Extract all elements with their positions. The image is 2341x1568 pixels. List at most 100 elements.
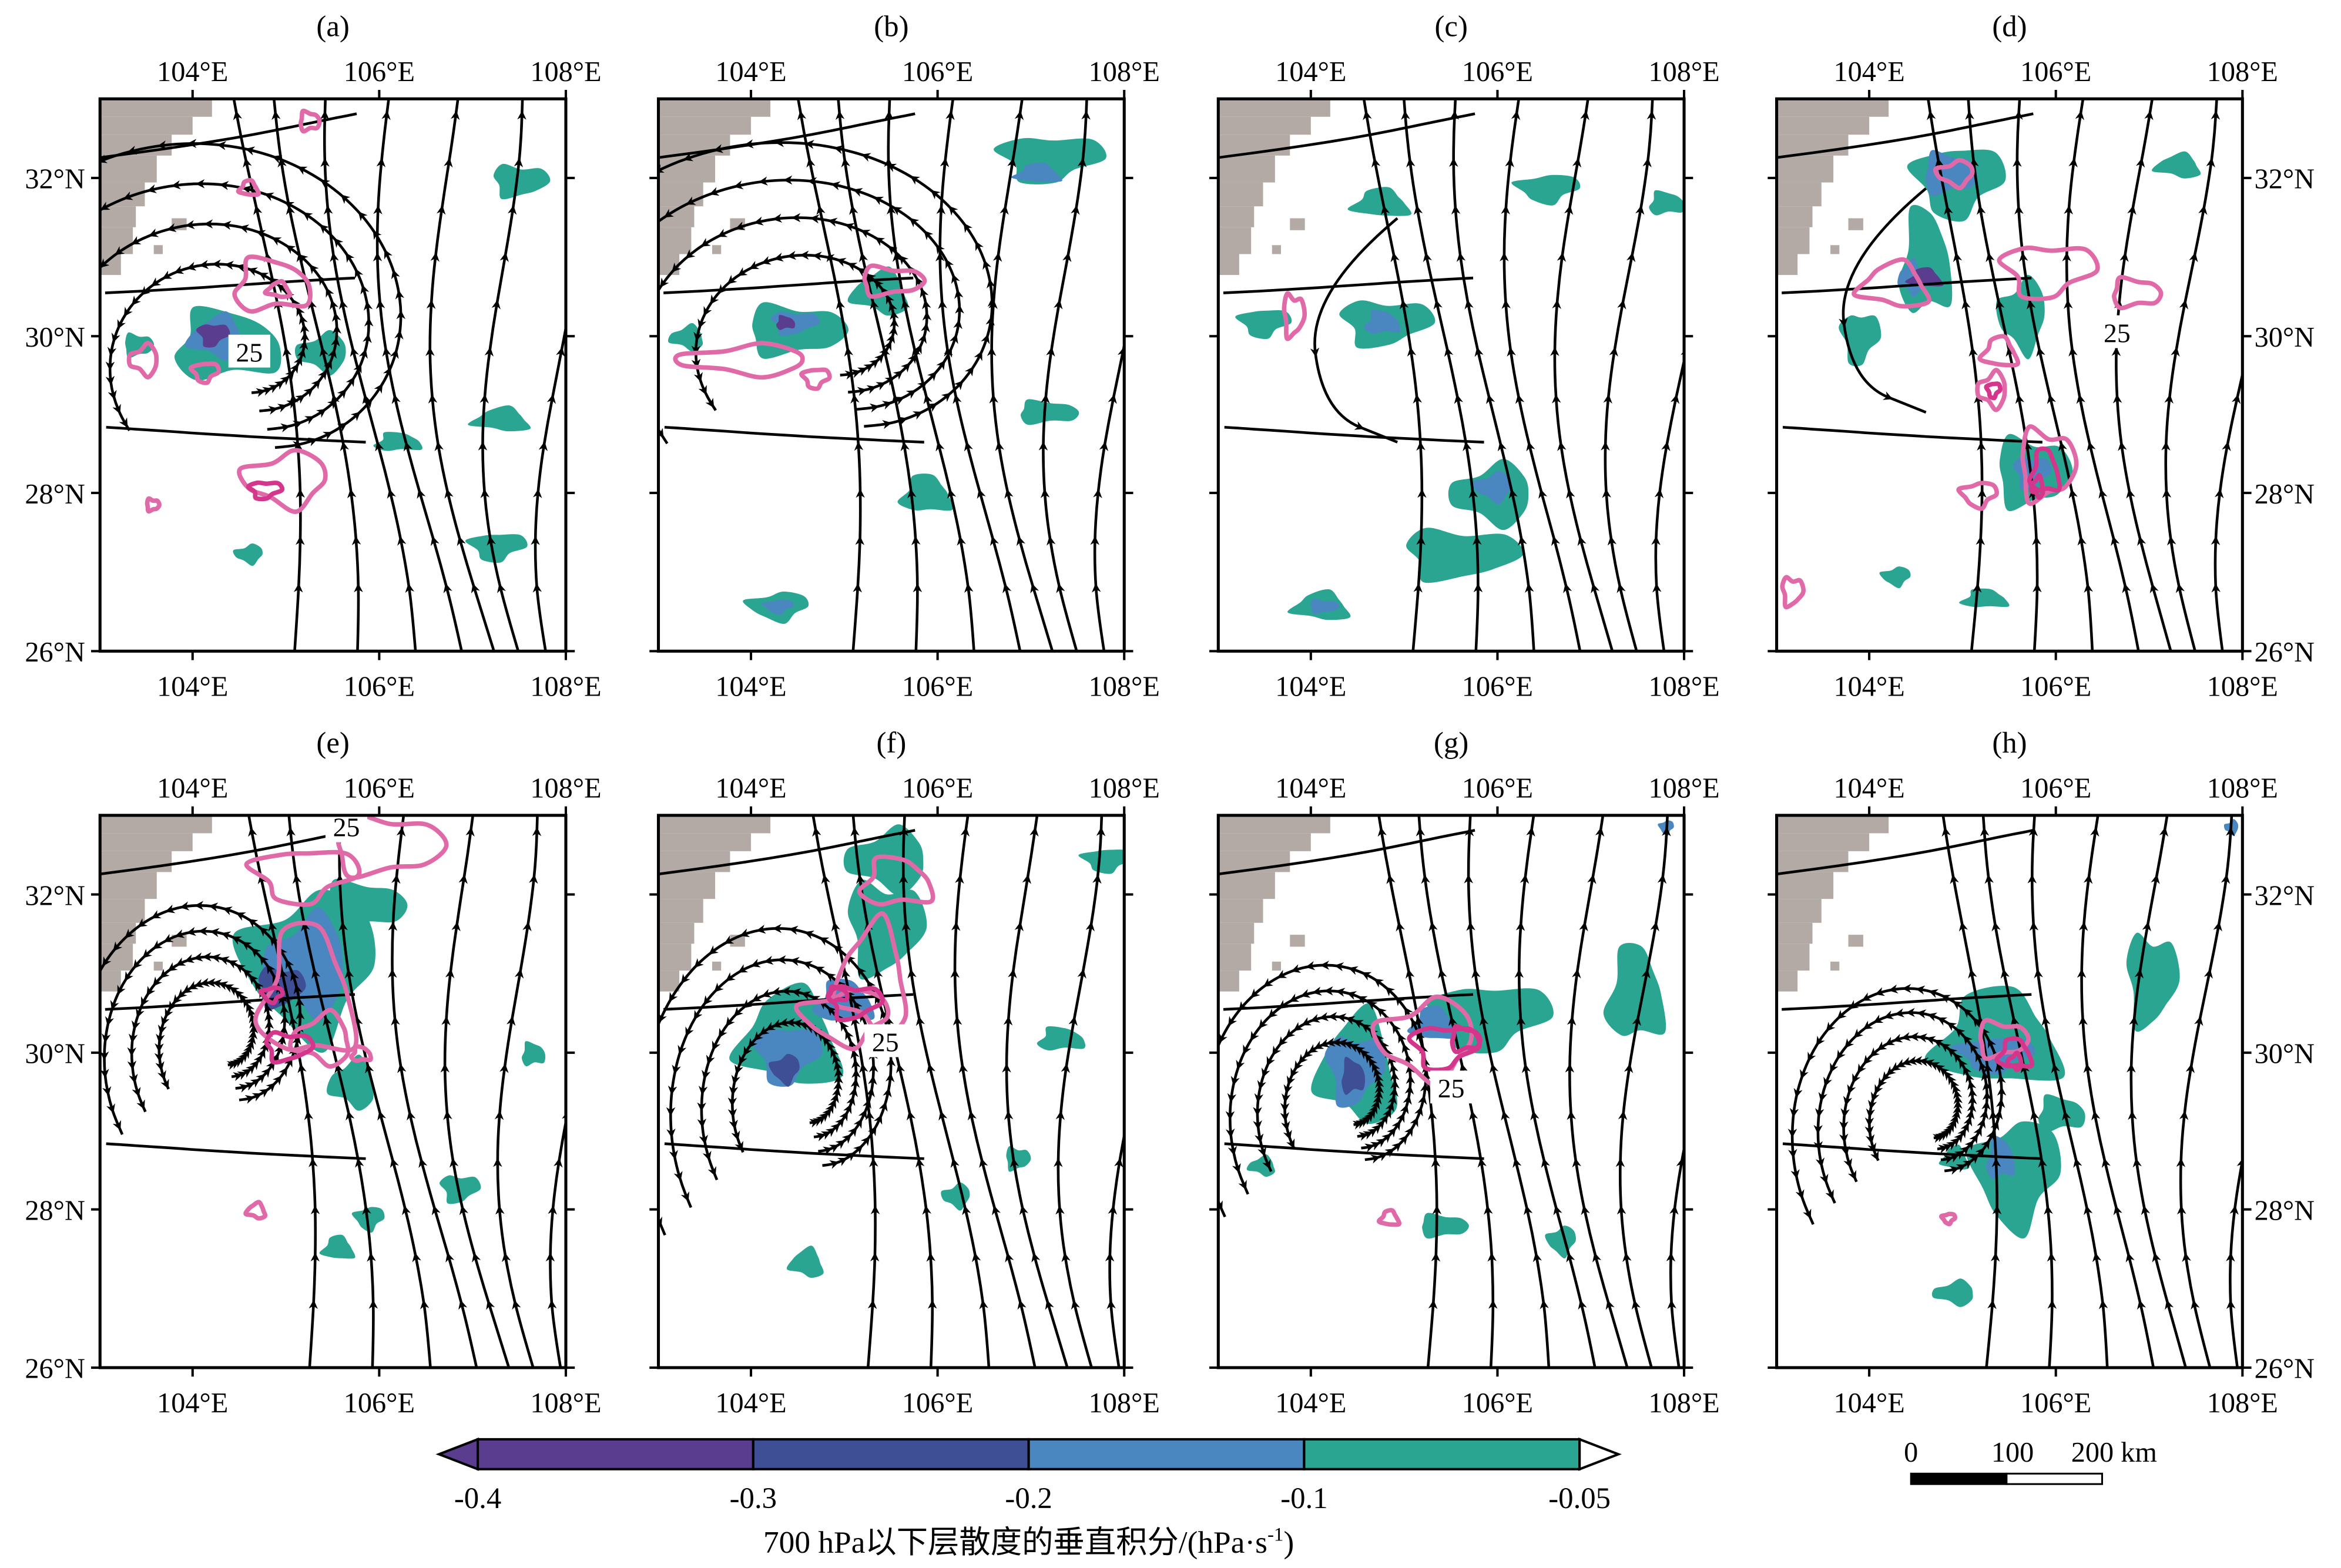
lon-tick-label-top: 106°E xyxy=(344,773,415,804)
terrain-area xyxy=(1776,815,1889,834)
map-content: 25 xyxy=(658,815,1125,1368)
streamline xyxy=(987,99,1054,652)
streamlines xyxy=(1776,815,2243,1368)
colorbar-title: 700 hPa以下层散度的垂直积分/(hPa·s-1) xyxy=(763,1525,1294,1560)
lat-tick-label-right: 28°N xyxy=(2255,479,2315,510)
precip-contour xyxy=(126,341,159,380)
terrain-area xyxy=(1218,155,1275,183)
contour-label: 25 xyxy=(228,334,270,368)
lat-tick-label-right: 30°N xyxy=(2255,1039,2315,1070)
precip-contour xyxy=(244,850,362,907)
lon-tick-label-top: 108°E xyxy=(530,773,601,804)
terrain-area xyxy=(1218,922,1255,944)
colorbar: -0.4 -0.3 -0.2 -0.1 -0.05 700 hPa以下层散度的垂直积分/(… xyxy=(435,1437,1622,1560)
panel-label: (e) xyxy=(316,726,349,759)
lon-tick-label-bottom: 108°E xyxy=(2207,1388,2278,1419)
terrain-area xyxy=(658,254,680,276)
colorbar-segment xyxy=(1027,1438,1306,1470)
terrain-area xyxy=(658,944,692,971)
terrain-area xyxy=(100,155,157,183)
lon-tick-label-top: 106°E xyxy=(2020,773,2091,804)
contour-label: 25 xyxy=(2096,315,2138,348)
contour-label: 25 xyxy=(1430,1070,1473,1104)
streamlines xyxy=(658,815,1125,1368)
divergence-area xyxy=(1879,566,1911,589)
precip-contour xyxy=(336,815,449,880)
terrain-area xyxy=(1776,155,1834,183)
streamline xyxy=(663,993,914,1011)
scale-bar-black xyxy=(1910,1472,2008,1485)
terrain-area xyxy=(1848,935,1863,947)
lat-tick-label-left: 30°N xyxy=(25,322,85,353)
precip-contour xyxy=(264,1030,316,1065)
map-panel: 25104°E104°E106°E106°E108°E108°E26°N28°N… xyxy=(25,10,601,703)
panel-label: (h) xyxy=(1992,726,2027,759)
precip-contours xyxy=(1282,291,1307,341)
map-panel: 25104°E104°E106°E106°E108°E108°E26°N28°N… xyxy=(25,726,601,1419)
precip-contour xyxy=(1978,1018,2031,1061)
terrain-area xyxy=(658,833,752,851)
lon-tick-label-bottom: 106°E xyxy=(344,671,415,703)
precip-contour xyxy=(1780,575,1806,610)
map-content xyxy=(1776,815,2243,1368)
streamline xyxy=(1105,827,1125,1368)
divergence-area xyxy=(1897,257,1921,297)
streamline xyxy=(1038,99,1091,652)
streamline xyxy=(105,993,355,1011)
precip-contours xyxy=(1780,157,2164,610)
terrain-area xyxy=(1776,899,1822,923)
streamline xyxy=(106,425,366,444)
map-panel: 25104°E104°E106°E106°E108°E108°E26°N28°N… xyxy=(1768,10,2315,703)
lon-tick-label-bottom: 108°E xyxy=(1089,1388,1160,1419)
lon-tick-label-bottom: 104°E xyxy=(1275,671,1346,703)
precip-contour xyxy=(1933,157,1975,191)
scale-bar-label: 0 xyxy=(1904,1437,1918,1468)
precip-contour xyxy=(794,988,891,1052)
lon-tick-label-top: 108°E xyxy=(2207,773,2278,804)
lon-tick-label-bottom: 104°E xyxy=(715,671,786,703)
terrain-area xyxy=(100,833,193,851)
lon-tick-label-bottom: 104°E xyxy=(157,671,228,703)
streamline xyxy=(1651,110,1685,652)
divergence-area xyxy=(1959,588,2010,607)
streamline xyxy=(1090,110,1125,652)
precip-contour xyxy=(1984,381,2003,401)
scale-bar: 0 100 200 km xyxy=(1904,1437,2157,1485)
streamline xyxy=(2176,815,2235,1368)
streamline xyxy=(100,112,357,159)
lat-tick-label-left: 26°N xyxy=(25,637,85,668)
terrain-area xyxy=(100,815,212,834)
terrain-area xyxy=(1776,944,1810,971)
contour-label-text: 25 xyxy=(1438,1073,1465,1103)
contour-label-box xyxy=(1430,1070,1473,1104)
precip-contour xyxy=(232,254,313,314)
map-frame xyxy=(1775,814,2244,1369)
precip-contour xyxy=(243,1200,268,1221)
precip-contours xyxy=(126,108,328,514)
terrain-area xyxy=(100,872,157,899)
streamline xyxy=(1565,815,1629,1368)
divergence-area xyxy=(1235,310,1292,340)
lon-tick-label-bottom: 106°E xyxy=(1462,1388,1533,1419)
lon-tick-label-top: 106°E xyxy=(344,56,415,88)
streamline xyxy=(1218,112,1475,159)
terrain-area xyxy=(1776,922,1813,944)
terrain-area xyxy=(100,899,145,923)
colorbar-tick-label: -0.1 xyxy=(1280,1482,1327,1515)
lon-tick-label-top: 108°E xyxy=(1089,773,1160,804)
terrain-area xyxy=(100,116,193,135)
colorbar-title-main: 700 hPa以下层散度的垂直积分/(hPa·s xyxy=(763,1525,1267,1560)
precip-contour xyxy=(2027,446,2062,493)
streamline xyxy=(663,276,914,294)
lon-tick-label-top: 106°E xyxy=(1462,773,1533,804)
lon-tick-label-top: 106°E xyxy=(902,773,973,804)
streamlines xyxy=(1218,815,1685,1368)
lat-tick-label-right: 30°N xyxy=(2255,322,2315,353)
terrain-area xyxy=(1218,833,1311,851)
lon-tick-label-top: 104°E xyxy=(715,773,786,804)
lon-tick-label-bottom: 104°E xyxy=(157,1388,228,1419)
streamline xyxy=(1550,99,1614,652)
terrain-area xyxy=(1776,182,1822,207)
precip-contour xyxy=(145,496,162,514)
streamlines xyxy=(658,99,1125,652)
